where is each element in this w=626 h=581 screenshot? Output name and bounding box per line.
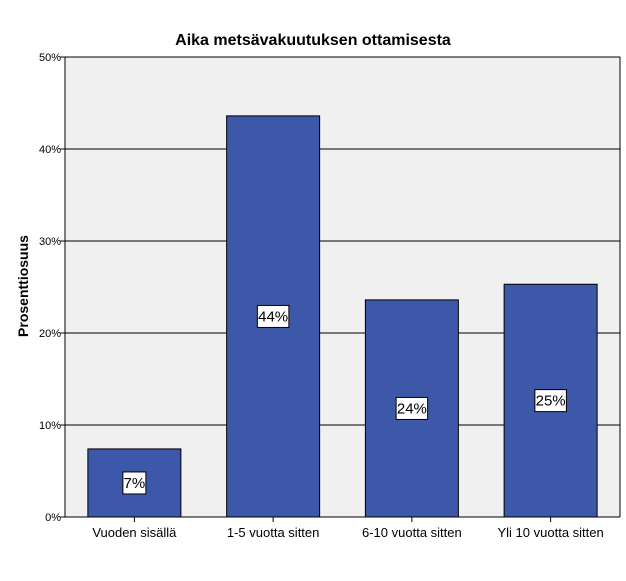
- y-tick-label: 50%: [39, 52, 61, 64]
- data-label: 7%: [124, 475, 146, 492]
- tick-labels: 0% 10% 20% 30% 40% 50% Vuoden sisällä 1-5 vuott…: [39, 52, 604, 540]
- y-axis-label: Prosenttiosuus: [15, 235, 31, 337]
- x-tick-label: Vuoden sisällä: [92, 525, 177, 540]
- x-tick-label: Yli 10 vuotta sitten: [498, 525, 604, 540]
- data-label-box: [256, 304, 290, 328]
- y-tick-label: 30%: [39, 236, 61, 248]
- y-tick-label: 0%: [45, 512, 61, 524]
- x-tick-label: 1-5 vuotta sitten: [227, 525, 320, 540]
- chart-title: Aika metsävakuutuksen ottamisesta: [175, 32, 451, 49]
- data-labels: 7% 44% 24% 25%: [122, 304, 567, 495]
- y-tick-label: 40%: [39, 144, 61, 156]
- data-label: 24%: [397, 400, 427, 417]
- axes: [64, 57, 621, 518]
- data-label-box: [395, 396, 429, 420]
- data-label-box: [122, 471, 147, 495]
- data-label: 44%: [258, 308, 288, 325]
- y-tick-label: 10%: [39, 420, 61, 432]
- y-tick-label: 20%: [39, 328, 61, 340]
- x-tick-label: 6-10 vuotta sitten: [362, 525, 462, 540]
- data-label: 25%: [536, 393, 566, 410]
- data-label-box: [534, 389, 567, 413]
